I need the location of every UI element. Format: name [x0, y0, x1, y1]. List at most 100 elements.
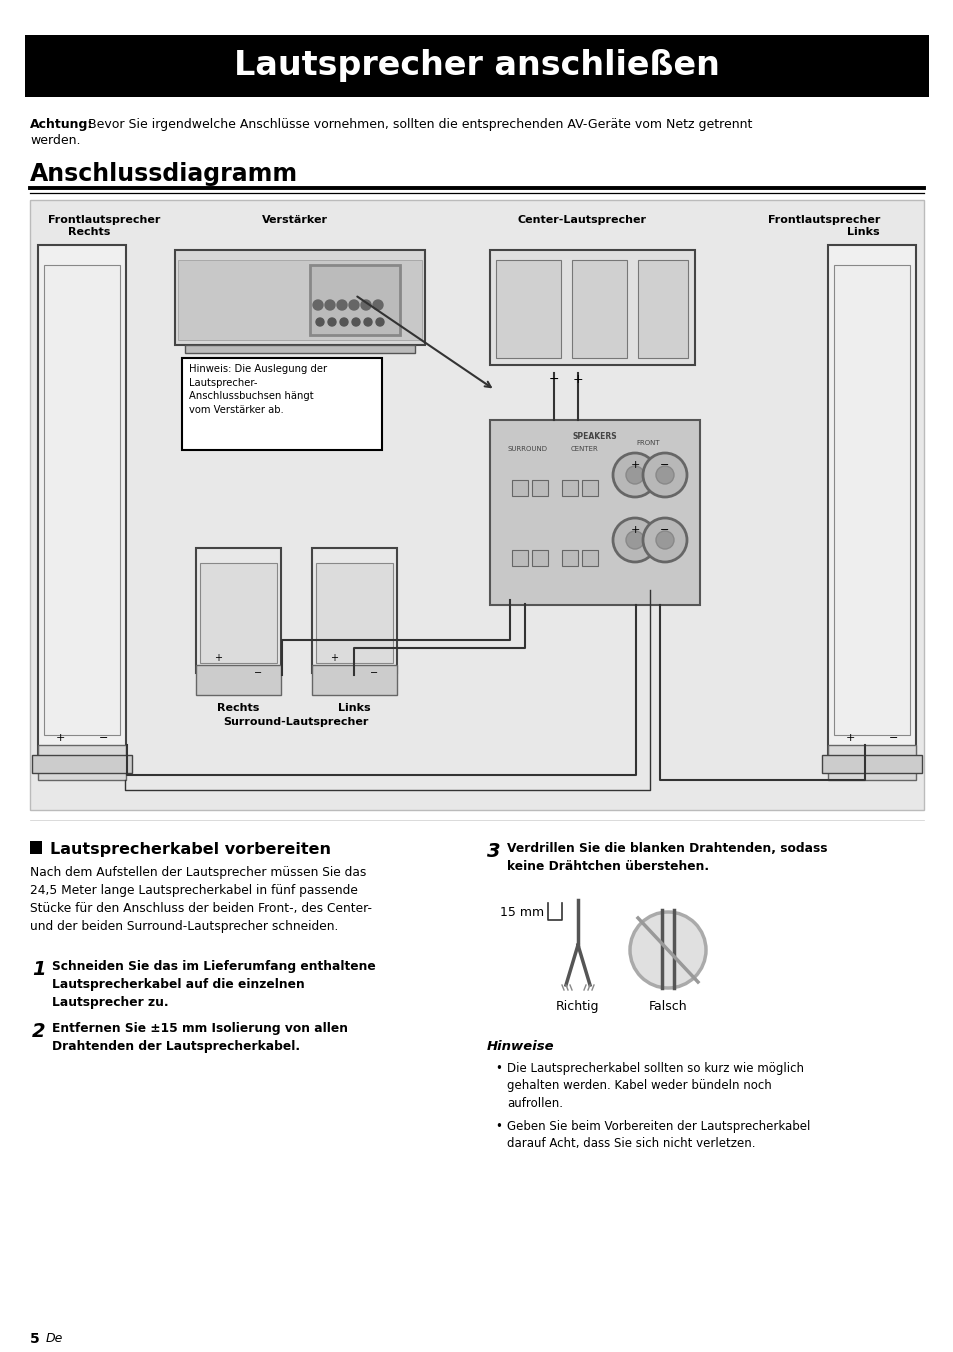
Bar [490, 250, 695, 365]
Bar [30, 841, 42, 854]
Bar [581, 480, 598, 496]
Text: Anschlussdiagramm: Anschlussdiagramm [30, 162, 297, 187]
Text: De: De [46, 1332, 63, 1345]
Bar [310, 265, 399, 335]
Text: Nach dem Aufstellen der Lautsprecher müssen Sie das
24,5 Meter lange Lautspreche: Nach dem Aufstellen der Lautsprecher müs… [30, 867, 372, 933]
Text: +: + [55, 733, 65, 744]
Bar [32, 754, 132, 773]
Text: Achtung:: Achtung: [30, 118, 93, 131]
Circle shape [656, 466, 673, 484]
Circle shape [364, 318, 372, 326]
Bar [512, 550, 527, 566]
Text: Lautsprecherkabel vorbereiten: Lautsprecherkabel vorbereiten [50, 842, 331, 857]
Bar [532, 550, 547, 566]
Text: 3: 3 [486, 842, 500, 861]
Text: Falsch: Falsch [648, 1000, 686, 1013]
Text: −: − [659, 460, 669, 470]
Text: •: • [495, 1119, 501, 1133]
Text: •: • [495, 1063, 501, 1075]
Circle shape [349, 300, 358, 310]
Bar [174, 250, 424, 345]
Circle shape [352, 318, 359, 326]
Bar [572, 260, 626, 358]
Text: CENTER: CENTER [571, 446, 598, 452]
Bar [312, 665, 396, 695]
Text: −: − [659, 525, 669, 535]
Text: Links: Links [846, 227, 879, 237]
Circle shape [625, 531, 643, 549]
Circle shape [613, 453, 657, 498]
Text: +: + [213, 653, 222, 662]
Circle shape [373, 300, 382, 310]
Text: 5: 5 [30, 1332, 40, 1347]
Text: Schneiden Sie das im Lieferumfang enthaltene
Lautsprecherkabel auf die einzelnen: Schneiden Sie das im Lieferumfang enthal… [52, 960, 375, 1009]
Bar [561, 550, 578, 566]
Bar [44, 265, 120, 735]
Bar [512, 480, 527, 496]
Bar [581, 550, 598, 566]
Text: −: − [370, 668, 377, 677]
Text: +: + [630, 460, 639, 470]
Text: 2: 2 [32, 1022, 46, 1041]
Text: −: − [253, 668, 262, 677]
Bar [827, 745, 915, 780]
Bar [315, 562, 393, 662]
Text: Bevor Sie irgendwelche Anschlüsse vornehmen, sollten die entsprechenden AV-Gerät: Bevor Sie irgendwelche Anschlüsse vorneh… [88, 118, 752, 131]
Text: Hinweis: Die Auslegung der
Lautsprecher-
Anschlussbuchsen hängt
vom Verstärker a: Hinweis: Die Auslegung der Lautsprecher-… [189, 364, 327, 415]
Circle shape [656, 531, 673, 549]
Circle shape [325, 300, 335, 310]
Text: Frontlautsprecher: Frontlautsprecher [767, 215, 879, 224]
Circle shape [339, 318, 348, 326]
Text: 15 mm: 15 mm [499, 906, 543, 919]
Text: FRONT: FRONT [636, 439, 659, 446]
Bar [821, 754, 921, 773]
Circle shape [375, 318, 384, 326]
Circle shape [336, 300, 347, 310]
Text: Lautsprecher anschließen: Lautsprecher anschließen [233, 50, 720, 82]
Text: SURROUND: SURROUND [507, 446, 547, 452]
Bar [638, 260, 687, 358]
Bar [200, 562, 276, 662]
Bar [312, 548, 396, 673]
Text: 1: 1 [32, 960, 46, 979]
Text: Links: Links [337, 703, 370, 713]
Circle shape [625, 466, 643, 484]
Text: Verstärker: Verstärker [262, 215, 328, 224]
Text: Rechts: Rechts [68, 227, 111, 237]
Text: −: − [888, 733, 898, 744]
Bar [195, 548, 281, 673]
Text: −: − [548, 373, 558, 387]
Bar [25, 35, 928, 97]
Bar [561, 480, 578, 496]
Bar [38, 245, 126, 754]
Bar [38, 745, 126, 780]
Circle shape [613, 518, 657, 562]
Text: +: + [330, 653, 337, 662]
Bar [490, 420, 700, 604]
Text: Richtig: Richtig [556, 1000, 599, 1013]
Bar [532, 480, 547, 496]
Circle shape [642, 518, 686, 562]
Text: Frontlautsprecher: Frontlautsprecher [48, 215, 160, 224]
Bar [195, 665, 281, 695]
Text: SPEAKERS: SPEAKERS [572, 433, 617, 441]
Text: Hinweise: Hinweise [486, 1040, 554, 1053]
Text: Geben Sie beim Vorbereiten der Lautsprecherkabel
darauf Acht, dass Sie sich nich: Geben Sie beim Vorbereiten der Lautsprec… [506, 1119, 809, 1151]
Circle shape [328, 318, 335, 326]
Text: Center-Lautsprecher: Center-Lautsprecher [517, 215, 646, 224]
Bar [833, 265, 909, 735]
Bar [182, 358, 381, 450]
Circle shape [629, 913, 705, 988]
Circle shape [313, 300, 323, 310]
Circle shape [315, 318, 324, 326]
Text: werden.: werden. [30, 134, 80, 147]
Text: Die Lautsprecherkabel sollten so kurz wie möglich
gehalten werden. Kabel weder b: Die Lautsprecherkabel sollten so kurz wi… [506, 1063, 803, 1110]
Text: +: + [630, 525, 639, 535]
Text: Verdrillen Sie die blanken Drahtenden, sodass
keine Drähtchen überstehen.: Verdrillen Sie die blanken Drahtenden, s… [506, 842, 826, 873]
Text: −: − [99, 733, 109, 744]
Text: Rechts: Rechts [216, 703, 259, 713]
Circle shape [642, 453, 686, 498]
Bar [827, 245, 915, 754]
Text: +: + [844, 733, 854, 744]
Bar [185, 345, 415, 353]
